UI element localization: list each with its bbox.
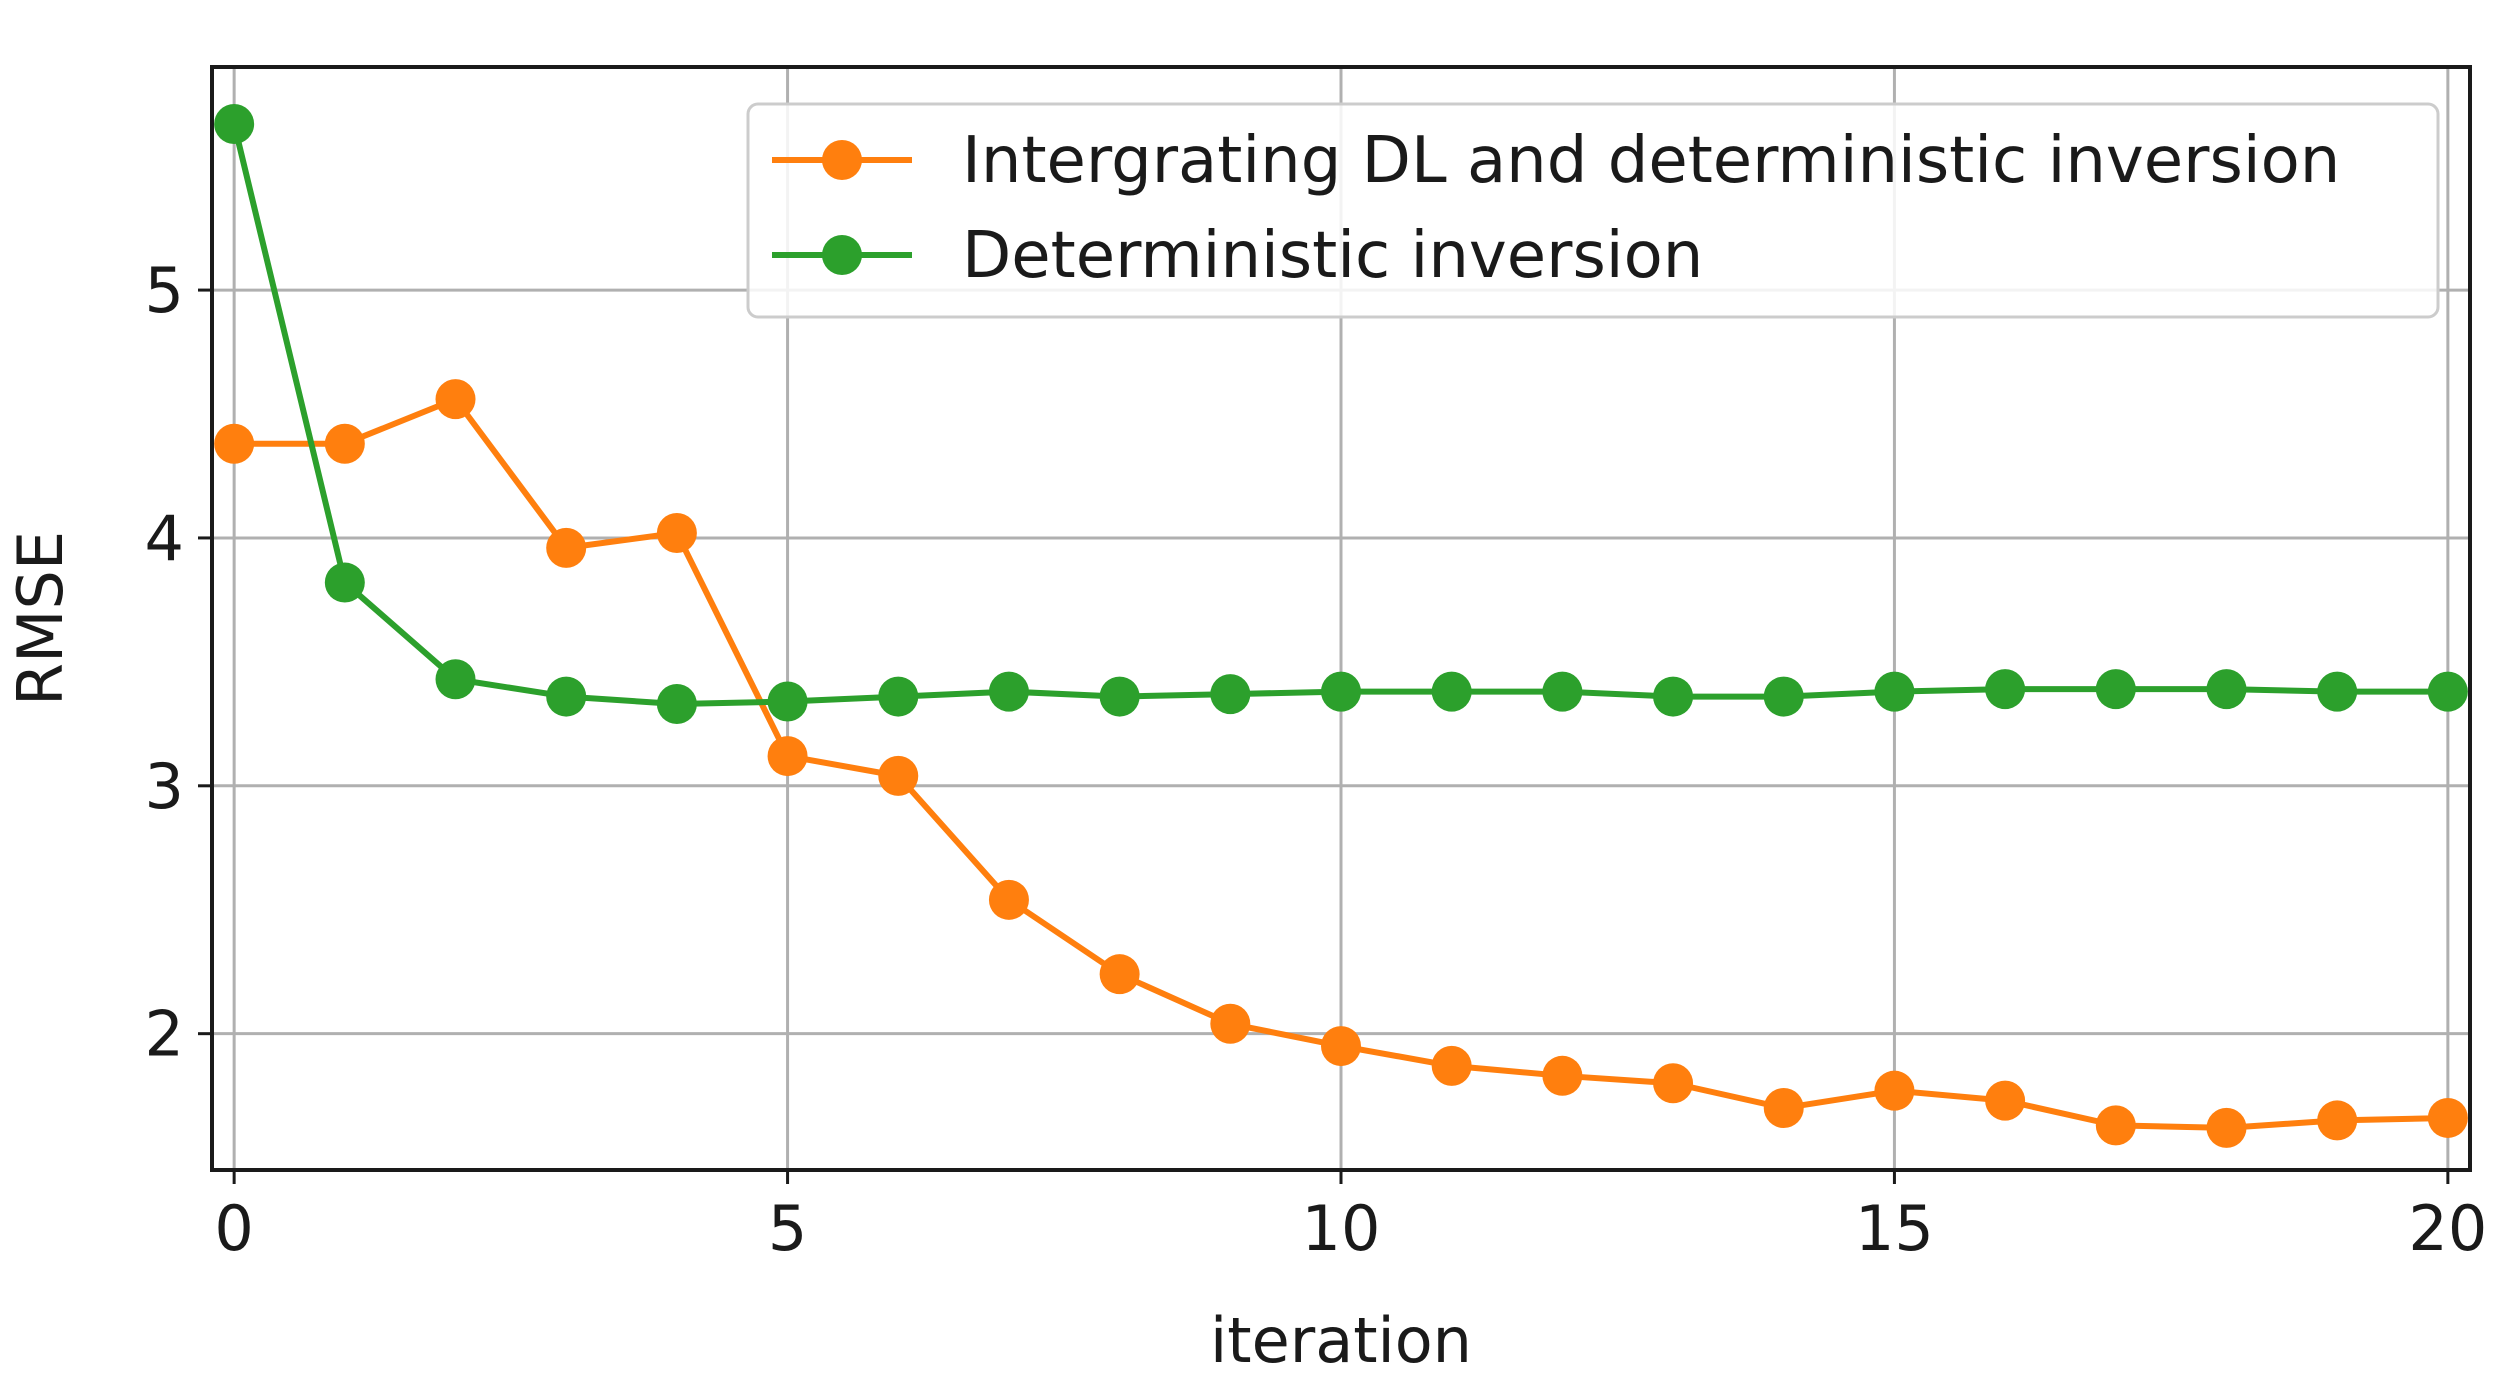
- series-layer: [214, 104, 2468, 1148]
- legend-marker: [822, 140, 862, 180]
- data-point: [214, 423, 255, 464]
- data-point: [656, 684, 697, 725]
- x-tick-label: 15: [1855, 1192, 1934, 1265]
- x-tick-label: 0: [214, 1192, 253, 1265]
- data-point: [2206, 669, 2247, 710]
- x-tick-label: 5: [768, 1192, 807, 1265]
- x-tick-label: 10: [1302, 1192, 1381, 1265]
- data-point: [435, 379, 476, 420]
- data-point: [1985, 1080, 2026, 1121]
- data-point: [767, 681, 808, 722]
- data-point: [1874, 671, 1915, 712]
- data-point: [324, 562, 365, 603]
- data-point: [214, 104, 255, 145]
- data-point: [2427, 671, 2468, 712]
- ticks: 0 5 10 15 20 2 3 4 5: [145, 254, 2488, 1265]
- legend-marker: [822, 235, 862, 275]
- y-tick-label: 5: [145, 254, 184, 327]
- legend-box: [746, 102, 2440, 319]
- data-point: [2317, 671, 2358, 712]
- data-point: [1653, 676, 1694, 717]
- data-point: [546, 676, 587, 717]
- data-point: [324, 423, 365, 464]
- data-point: [2427, 1097, 2468, 1138]
- data-point: [1210, 1003, 1251, 1044]
- y-axis-label: RMSE: [4, 531, 77, 706]
- data-point: [2095, 669, 2136, 710]
- data-point: [878, 676, 919, 717]
- x-tick-label: 20: [2408, 1192, 2487, 1265]
- data-point: [1542, 671, 1583, 712]
- data-point: [2317, 1100, 2358, 1141]
- data-point: [1542, 1055, 1583, 1096]
- legend: Intergrating DL and deterministic invers…: [746, 102, 2440, 319]
- x-axis-label: iteration: [1210, 1304, 1472, 1377]
- data-point: [1431, 671, 1472, 712]
- data-point: [767, 736, 808, 777]
- data-point: [878, 755, 919, 796]
- data-point: [1763, 1088, 1804, 1129]
- data-point: [1210, 674, 1251, 715]
- series-2: [214, 104, 2468, 725]
- data-point: [988, 671, 1029, 712]
- y-tick-label: 2: [145, 998, 184, 1071]
- y-tick-label: 3: [145, 750, 184, 823]
- data-point: [988, 879, 1029, 920]
- data-point: [2206, 1107, 2247, 1148]
- data-point: [2095, 1105, 2136, 1146]
- data-point: [1321, 1026, 1361, 1067]
- legend-label: Deterministic inversion: [962, 219, 1703, 293]
- data-point: [1763, 676, 1804, 717]
- legend-label: Intergrating DL and deterministic invers…: [962, 124, 2340, 198]
- data-point: [1431, 1045, 1472, 1086]
- y-tick-label: 4: [145, 502, 184, 575]
- data-point: [1653, 1063, 1694, 1104]
- data-point: [1099, 676, 1140, 717]
- data-point: [1985, 669, 2026, 710]
- data-point: [656, 512, 697, 553]
- series-1: [214, 379, 2468, 1148]
- data-point: [1321, 671, 1361, 712]
- data-point: [435, 659, 476, 700]
- data-point: [546, 527, 587, 568]
- data-point: [1099, 954, 1140, 995]
- data-point: [1874, 1070, 1915, 1111]
